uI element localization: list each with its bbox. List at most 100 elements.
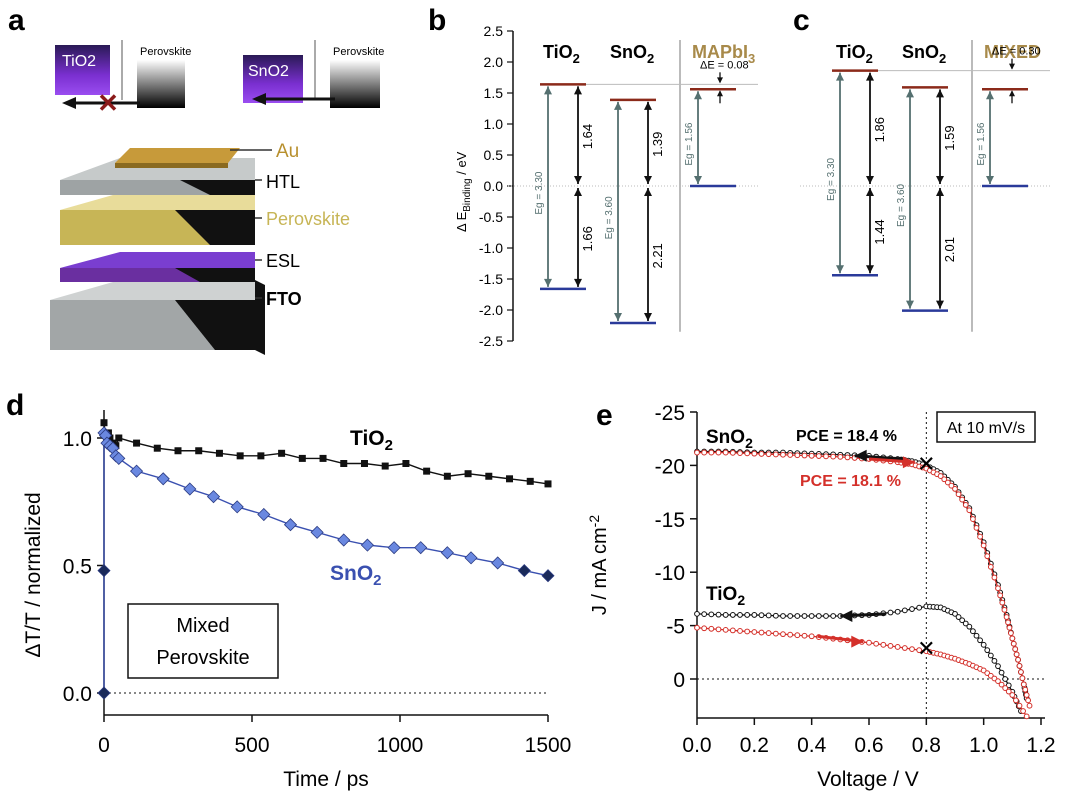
point-sno2 <box>257 507 271 522</box>
jv-point <box>772 451 779 458</box>
point-tio2 <box>174 447 182 455</box>
vb-arrow-TiO2-tail <box>866 188 874 196</box>
eg-arrow-MIXED-head <box>986 176 994 184</box>
x-tick-label-e: 0.0 <box>682 734 711 757</box>
jv-point <box>815 613 822 619</box>
jv-point <box>1013 697 1019 704</box>
y-axis-label-e: J / mA cm-2 <box>586 515 611 615</box>
eg-arrow-SnO2-tail <box>906 89 914 98</box>
eg-label-TiO2: Eg = 3.30 <box>534 171 545 215</box>
point-sno2 <box>464 551 478 565</box>
eg-arrow-SnO2-head <box>906 300 914 309</box>
cb-value-TiO2: 1.64 <box>580 124 595 149</box>
point-tio2 <box>506 475 514 483</box>
jv-point <box>901 607 908 614</box>
deltae-arrowhead-top <box>1009 63 1015 70</box>
point-sno2 <box>230 500 244 514</box>
forward-scan-arrow-sno2-head <box>902 456 915 469</box>
eg-label-SnO2: Eg = 3.60 <box>896 183 907 227</box>
vb-arrow-SnO2-head <box>936 300 944 309</box>
point-sno2 <box>310 525 324 539</box>
jv-point <box>787 613 794 619</box>
jv-point <box>744 612 751 618</box>
jv-point <box>694 624 700 631</box>
jv-point <box>998 669 1005 676</box>
jv-point <box>966 623 973 630</box>
jv-point <box>977 533 983 540</box>
jv-point <box>1009 692 1016 698</box>
jv-point <box>808 633 815 640</box>
eg-arrow-SnO2-head <box>614 313 622 322</box>
point-sno2 <box>491 556 505 570</box>
layer-label-au: Au <box>276 141 299 162</box>
jv-point <box>1005 619 1011 626</box>
jv-point <box>1015 656 1021 663</box>
x-tick-label-e: 0.8 <box>912 734 941 757</box>
eg-arrow-SnO2-tail <box>614 101 622 110</box>
jv-point <box>998 681 1005 688</box>
jv-point <box>1010 640 1017 647</box>
x-tick-label-e: 1.0 <box>969 734 998 757</box>
jv-point <box>944 479 951 486</box>
y-tick-label-b: 2.0 <box>484 54 504 70</box>
cb-arrow-TiO2-head <box>574 176 582 184</box>
perovskite-gradient-2 <box>330 60 380 108</box>
jv-point <box>823 613 829 619</box>
x-tick-label-d: 0 <box>98 734 110 757</box>
jv-point <box>909 646 915 652</box>
jv-line-TiO2-reverse <box>696 605 1022 712</box>
sno2-energy-box <box>243 55 303 103</box>
eg-arrow-MAPbI3-head <box>694 176 702 184</box>
point-tio2 <box>402 460 410 467</box>
point-sno2 <box>337 533 351 547</box>
annotation-text-e: At 10 mV/s <box>947 420 1025 437</box>
deltae-arrowhead-top <box>717 77 723 84</box>
point-tio2 <box>153 444 161 452</box>
layer-label-perovskite: Perovskite <box>266 209 350 229</box>
point-tio2 <box>257 452 265 460</box>
jv-point <box>801 452 808 459</box>
jv-point <box>873 640 880 647</box>
point-sno2 <box>360 538 375 552</box>
point-tio2 <box>215 449 223 457</box>
y-tick-label-b: -2.0 <box>479 302 503 318</box>
point-tio2 <box>236 452 244 460</box>
deltae-arrowhead-bottom <box>1009 90 1015 97</box>
y-axis-b: 2.5 2.0 1.5 1.0 0.5 0.0 -0.5 -1.0 -1.5 -2.0 -2.5 <box>479 23 514 349</box>
jv-point <box>887 609 894 616</box>
sno2-box-label: SnO2 <box>248 63 289 80</box>
jv-point <box>997 592 1004 599</box>
jv-point <box>722 626 729 633</box>
tio2-box-label: TiO2 <box>62 53 96 70</box>
y-tick-label-d: 0.5 <box>63 556 92 579</box>
point-tio2 <box>360 460 368 467</box>
eg-arrow-MIXED-tail <box>986 91 994 100</box>
x-tick-label-e: 1.2 <box>1026 734 1055 757</box>
y-axis-label-b: Δ EBinding / eV <box>454 151 473 232</box>
y-tick-label-b: 1.5 <box>484 85 504 101</box>
jv-point <box>955 614 962 620</box>
header-mixed-c: MIXED <box>984 42 1041 62</box>
series-label-sno2-e: SnO2 <box>706 427 753 451</box>
eg-label-MIXED: Eg = 1.56 <box>976 122 987 166</box>
jv-point <box>995 678 1001 685</box>
x-axis-label-d: Time / ps <box>283 768 369 791</box>
pce-label-sno2-forward: PCE = 18.1 % <box>800 473 901 490</box>
jv-point <box>991 657 998 664</box>
jv-point <box>1020 681 1027 688</box>
vb-value-SnO2: 2.01 <box>942 237 957 262</box>
cb-arrow-TiO2-tail <box>866 72 874 81</box>
y-tick-label-e: 0 <box>673 669 685 692</box>
y-axis-label-d: ΔT/T / normalized <box>22 492 45 657</box>
layer-label-esl: ESL <box>266 251 300 271</box>
jv-point <box>787 452 794 458</box>
jv-point <box>729 627 736 634</box>
jv-point <box>1018 669 1024 675</box>
jv-point <box>751 612 758 618</box>
jv-point <box>787 631 794 638</box>
mpp-marker-icon: ✕ <box>917 451 935 476</box>
point-tio2 <box>115 434 123 442</box>
jv-point <box>780 631 786 638</box>
jv-point <box>722 449 729 456</box>
x-axis-label-e: Voltage / V <box>817 768 919 791</box>
